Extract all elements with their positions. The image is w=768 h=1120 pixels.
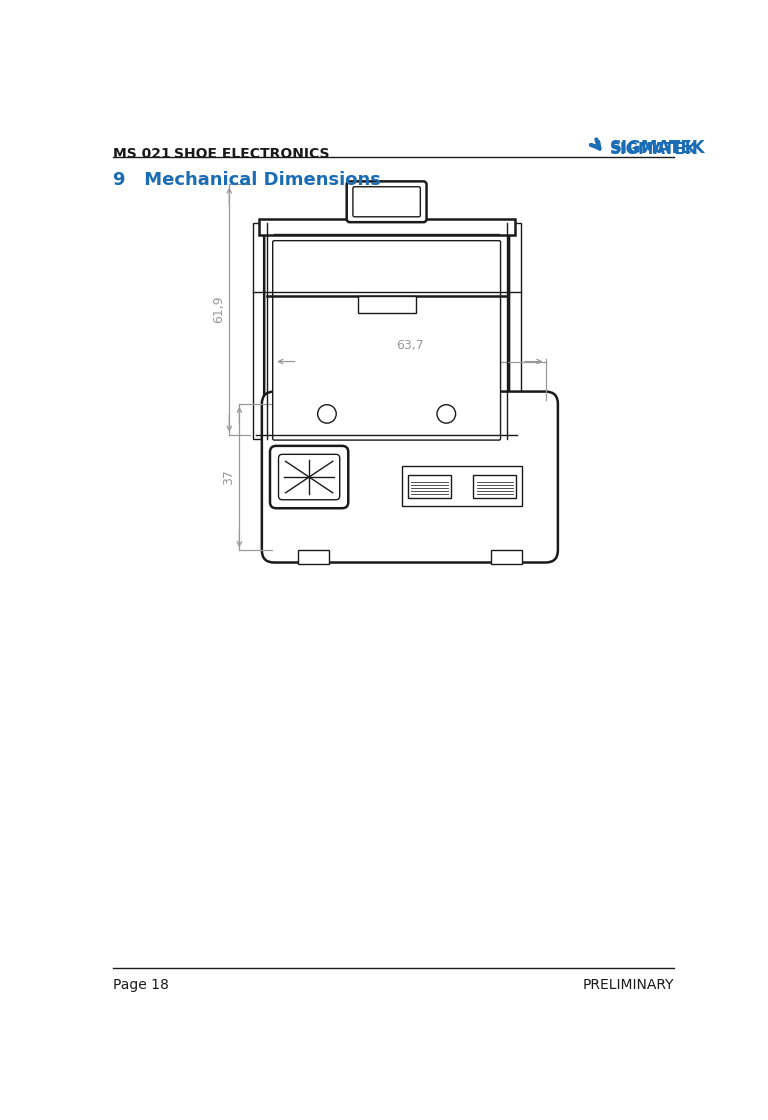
Circle shape <box>318 404 336 423</box>
Text: SIGMATEK: SIGMATEK <box>610 141 697 157</box>
Bar <box>492 550 522 564</box>
Text: PRELIMINARY: PRELIMINARY <box>583 978 674 991</box>
FancyBboxPatch shape <box>353 187 420 217</box>
FancyBboxPatch shape <box>270 446 348 508</box>
Bar <box>402 466 522 506</box>
Bar <box>297 550 329 564</box>
Bar <box>409 475 451 497</box>
FancyBboxPatch shape <box>262 392 558 562</box>
Text: 9   Mechanical Dimensions: 9 Mechanical Dimensions <box>113 171 381 189</box>
Text: SHOE ELECTRONICS: SHOE ELECTRONICS <box>174 148 329 161</box>
Text: MS 021: MS 021 <box>113 148 170 161</box>
Text: 61,9: 61,9 <box>212 296 225 324</box>
Text: 63,7: 63,7 <box>396 339 424 353</box>
Bar <box>507 223 521 439</box>
Bar <box>253 223 266 439</box>
Text: Page 18: Page 18 <box>113 978 169 991</box>
Text: 37: 37 <box>222 469 235 485</box>
FancyBboxPatch shape <box>346 181 426 222</box>
Bar <box>473 475 516 497</box>
FancyBboxPatch shape <box>273 241 501 440</box>
Circle shape <box>437 404 455 423</box>
Bar <box>259 220 515 234</box>
FancyBboxPatch shape <box>264 232 509 448</box>
Text: SIGMATEK: SIGMATEK <box>610 139 706 157</box>
Bar <box>358 296 415 312</box>
FancyBboxPatch shape <box>279 455 339 500</box>
